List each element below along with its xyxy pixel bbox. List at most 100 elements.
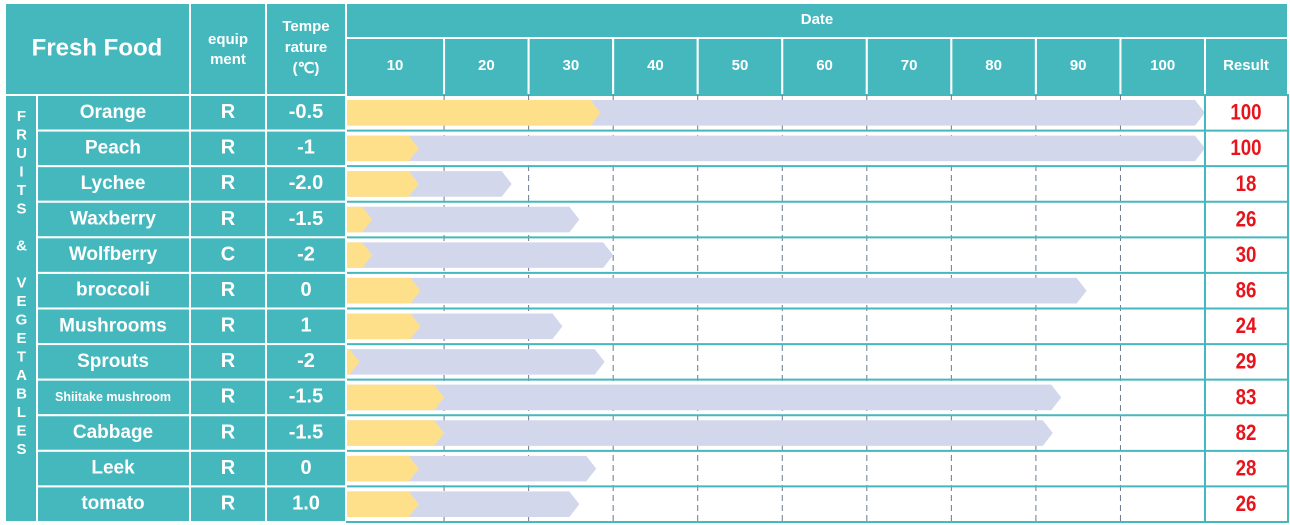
row-label: Leek: [91, 458, 135, 479]
value-label: 26: [1236, 208, 1257, 232]
temperature: 1: [300, 315, 311, 337]
equip-cell: [189, 343, 267, 381]
x-tick-label: 40: [647, 57, 664, 74]
value-label: 100: [1230, 101, 1261, 125]
temp-cell: [265, 307, 347, 346]
temp-cell: [265, 271, 347, 310]
column-header: Tempe: [282, 18, 329, 35]
bar: [347, 206, 580, 233]
title-cell: [4, 2, 191, 96]
equip-cell: [189, 378, 267, 417]
equipment: R: [221, 386, 236, 408]
temperature: -2.0: [289, 172, 323, 194]
equipment: R: [221, 421, 236, 443]
x-tick-label: 80: [985, 57, 1002, 74]
equipment: R: [221, 457, 236, 479]
row-label: Wolfberry: [69, 244, 158, 265]
temperature: -1: [297, 137, 315, 159]
value-label: 30: [1236, 244, 1257, 268]
x-tick-label: 50: [732, 57, 749, 74]
elapsed-bar: [347, 242, 373, 268]
row-label: Cabbage: [73, 422, 153, 443]
name-cell: [36, 200, 191, 239]
temp-cell: [265, 485, 347, 523]
equipment: R: [221, 208, 236, 230]
temp-cell: [265, 449, 347, 488]
temp-cell: [265, 414, 347, 452]
elapsed-bar: [347, 171, 419, 197]
temperature: -1.5: [289, 421, 323, 443]
row-label: Peach: [85, 137, 141, 158]
equip-cell: [189, 236, 267, 274]
temp-cell: [265, 343, 347, 381]
tick-cell: [612, 37, 699, 96]
x-tick-label: 70: [901, 57, 918, 74]
tick-cell: [1119, 37, 1206, 96]
x-tick-label: 90: [1070, 57, 1087, 74]
temperature: -2: [297, 350, 315, 372]
equipment: R: [221, 137, 236, 159]
x-tick-label: 20: [478, 57, 495, 74]
equip-cell: [189, 449, 267, 488]
row-label: Sprouts: [77, 351, 149, 372]
name-cell: [36, 449, 191, 488]
bar: [347, 135, 1205, 162]
name-cell: [36, 165, 191, 203]
bar: [347, 349, 605, 375]
row-label: Shiitake mushroom: [55, 390, 171, 404]
column-header: ment: [210, 51, 246, 68]
tick-cell: [443, 37, 530, 96]
value-label: 100: [1230, 137, 1261, 161]
equipment: R: [221, 172, 236, 194]
elapsed-bar: [347, 277, 421, 304]
value-label: 24: [1236, 315, 1257, 339]
x-tick-label: 100: [1150, 57, 1175, 74]
elapsed-bar: [347, 349, 360, 375]
value-label: 86: [1236, 279, 1257, 303]
tick-cell: [781, 37, 868, 96]
temperature: -1.5: [289, 208, 323, 230]
group-label: FRUITS & VEGETABLES: [13, 108, 30, 460]
bar: [347, 384, 1062, 411]
x-tick-label: 30: [563, 57, 580, 74]
header-cell: [189, 2, 267, 96]
elapsed-bar: [347, 420, 445, 446]
x-tick-label: 60: [816, 57, 833, 74]
row-label: broccoli: [76, 280, 150, 301]
temperature: 0: [300, 457, 311, 479]
name-cell: [36, 129, 191, 168]
bar: [347, 242, 614, 268]
name-cell: [36, 271, 191, 310]
temperature: 1.0: [292, 492, 320, 514]
row-label: tomato: [81, 493, 144, 514]
value-label: 28: [1236, 457, 1257, 481]
row-label: Mushrooms: [59, 315, 167, 336]
temperature: -1.5: [289, 386, 323, 408]
title: Fresh Food: [32, 34, 163, 61]
temperature: -0.5: [289, 101, 323, 123]
column-header: Date: [801, 11, 834, 28]
bar: [347, 277, 1087, 304]
equipment: R: [221, 350, 236, 372]
temperature: 0: [300, 279, 311, 301]
header-cell: [1204, 37, 1289, 96]
equipment: C: [221, 243, 235, 265]
temperature: -2: [297, 243, 315, 265]
equipment: R: [221, 315, 236, 337]
elapsed-bar: [347, 313, 421, 340]
name-cell: [36, 236, 191, 274]
row-label: Waxberry: [70, 209, 156, 230]
equipment: R: [221, 492, 236, 514]
elapsed-bar: [347, 135, 419, 162]
temp-cell: [265, 129, 347, 168]
temp-cell: [265, 165, 347, 203]
equip-cell: [189, 94, 267, 132]
value-label: 26: [1236, 493, 1257, 517]
row-label: Lychee: [81, 173, 146, 194]
column-header: Result: [1223, 57, 1269, 74]
x-tick-label: 10: [387, 57, 404, 74]
value-label: 83: [1236, 386, 1257, 410]
equip-cell: [189, 165, 267, 203]
